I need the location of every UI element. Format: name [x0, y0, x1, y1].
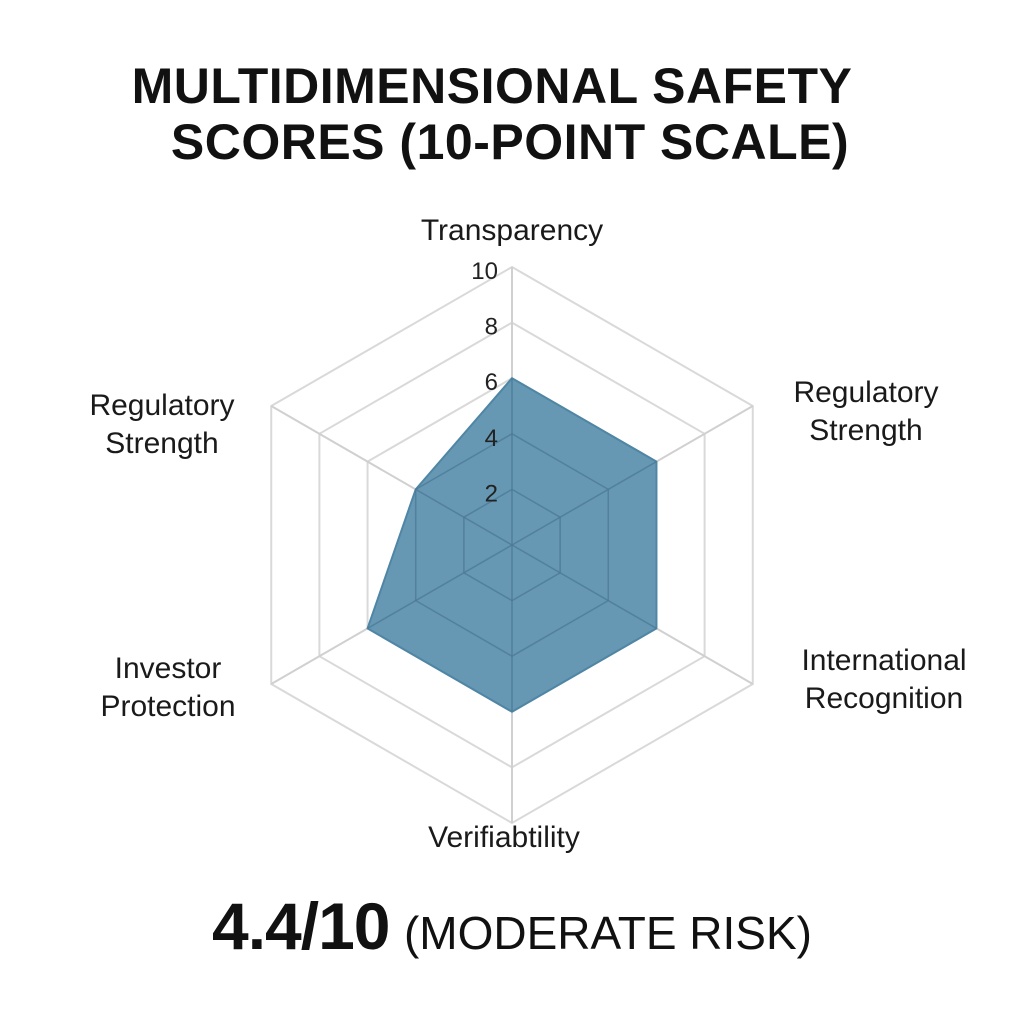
tick-label: 4: [485, 425, 498, 452]
risk-level: (MODERATE RISK): [403, 907, 812, 959]
tick-label: 2: [485, 480, 498, 507]
tick-label: 10: [471, 258, 498, 285]
axis-label: Regulatory Strength: [793, 376, 938, 447]
axis-label: Verifiabtility: [428, 821, 580, 854]
inner-spoke: [367, 544, 513, 630]
overall-score: 4.4/10: [211, 889, 390, 963]
tick-label: 6: [485, 369, 498, 396]
chart-title-line-1: MULTIDIMENSIONAL SAFETY: [131, 58, 853, 114]
inner-spoke: [511, 544, 657, 630]
inner-spoke: [511, 460, 657, 546]
axis-label: Investor Protection: [100, 652, 235, 723]
chart-title: MULTIDIMENSIONAL SAFETY SCORES (10-POINT…: [0, 58, 984, 170]
axis-label: International Recognition: [801, 644, 966, 715]
tick-label: 8: [485, 314, 498, 341]
axis-label: Regulatory Strength: [89, 389, 234, 460]
radar-series: [366, 377, 658, 713]
chart-title-line-2: SCORES (10-POINT SCALE): [170, 114, 850, 170]
inner-spoke: [415, 488, 513, 546]
safety-summary: 4.4/10 (MODERATE RISK): [0, 888, 1024, 964]
radar-axis-labels: Transparency Regulatory Strength Internatio…: [89, 214, 966, 854]
axis-label: Transparency: [421, 214, 603, 247]
radar-tick-labels: 2 4 6 8 10: [471, 258, 498, 507]
